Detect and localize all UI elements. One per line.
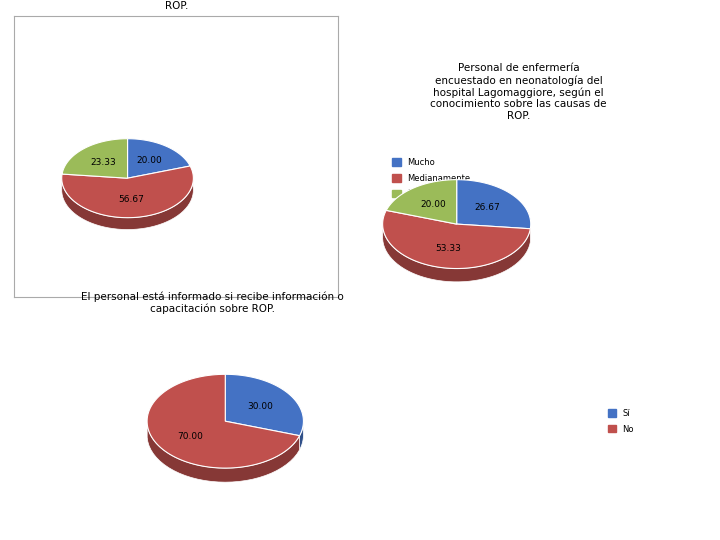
- Polygon shape: [62, 139, 127, 178]
- Text: 20.00: 20.00: [136, 156, 162, 165]
- Polygon shape: [386, 180, 456, 224]
- Title: Personal de enfermería  encuestado, según el
conocimiento sobre la fisiopatologí: Personal de enfermería encuestado, según…: [56, 0, 297, 11]
- Polygon shape: [147, 419, 300, 482]
- Polygon shape: [127, 139, 190, 178]
- Polygon shape: [147, 374, 300, 468]
- Polygon shape: [62, 174, 194, 230]
- Polygon shape: [382, 211, 531, 268]
- Legend: Mucho, Medianamente, Poco: Mucho, Medianamente, Poco: [389, 154, 474, 202]
- Polygon shape: [225, 374, 303, 436]
- Text: 26.67: 26.67: [474, 203, 500, 212]
- Polygon shape: [456, 180, 531, 229]
- Text: 53.33: 53.33: [436, 244, 461, 253]
- Polygon shape: [62, 166, 194, 218]
- Text: 70.00: 70.00: [178, 432, 204, 441]
- Polygon shape: [382, 222, 531, 282]
- Polygon shape: [300, 418, 303, 450]
- Text: 20.00: 20.00: [420, 200, 446, 209]
- Text: 23.33: 23.33: [91, 158, 116, 166]
- Text: El personal está informado si recibe información o
capacitación sobre ROP.: El personal está informado si recibe inf…: [81, 291, 343, 314]
- Text: Personal de enfermería
encuestado en neonatología del
hospital Lagomaggiore, seg: Personal de enfermería encuestado en neo…: [430, 64, 607, 121]
- Text: 56.67: 56.67: [118, 195, 144, 204]
- Legend: Sí, No: Sí, No: [604, 406, 637, 437]
- Text: 30.00: 30.00: [247, 402, 273, 410]
